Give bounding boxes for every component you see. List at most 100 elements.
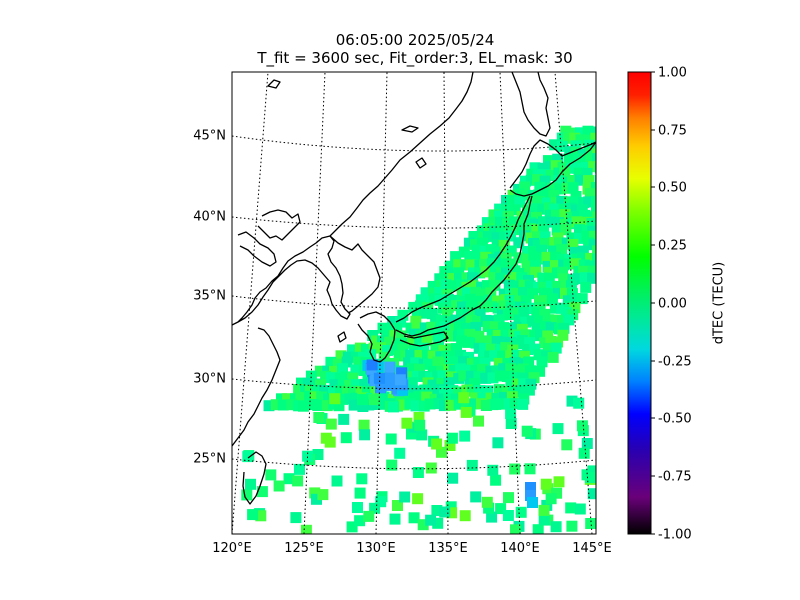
tec-cell <box>574 503 586 515</box>
tec-cell <box>494 370 506 382</box>
tec-cell <box>255 510 267 522</box>
tec-cell <box>566 162 578 174</box>
tec-cell <box>569 132 581 144</box>
tec-cell <box>466 459 478 471</box>
tec-cell <box>539 175 551 187</box>
colorbar-tick-m075: -0.75 <box>658 470 692 485</box>
tec-cell <box>453 386 465 398</box>
tec-cell <box>459 430 471 442</box>
colorbar-ticks <box>651 71 655 535</box>
tec-cell <box>556 244 568 256</box>
tec-cell <box>457 301 468 313</box>
tec-cell <box>458 392 470 404</box>
tec-cell <box>542 261 554 272</box>
tec-cell <box>574 127 586 139</box>
tec-cell <box>499 392 511 403</box>
tec-cell <box>552 153 564 165</box>
tec-cell <box>411 370 423 382</box>
tec-cell <box>505 301 517 313</box>
tec-cell <box>581 438 593 449</box>
tec-cell <box>406 377 418 389</box>
tec-cell <box>415 300 426 312</box>
tec-cell <box>394 447 406 459</box>
tec-cell <box>494 203 506 215</box>
tec-cell <box>498 288 510 300</box>
tec-cell <box>470 365 482 376</box>
tec-cell <box>553 476 565 488</box>
tec-cell <box>549 302 561 314</box>
tec-cell <box>453 398 465 410</box>
tec-cell <box>348 385 360 397</box>
tec-cell <box>572 273 584 284</box>
tec-cell <box>545 322 557 334</box>
longitude-labels: 120°E 125°E 130°E 135°E 140°E 145°E <box>212 541 612 556</box>
tec-cell <box>525 378 537 390</box>
tec-cell <box>329 393 341 405</box>
tec-cell <box>410 315 422 327</box>
tec-cell <box>431 329 443 341</box>
tec-cell <box>263 400 275 412</box>
tec-cell <box>523 384 535 396</box>
tec-cell <box>600 153 611 164</box>
tec-cell <box>532 524 544 534</box>
tec-cell <box>587 488 596 500</box>
tec-cell <box>346 521 358 533</box>
tec-cell <box>491 232 503 244</box>
tec-cell <box>545 170 557 181</box>
colorbar-tick-m1: -1.00 <box>658 528 692 543</box>
tec-cell <box>538 504 550 516</box>
tec-cell <box>517 363 529 375</box>
tec-cell <box>304 385 316 396</box>
tec-cell <box>408 512 420 524</box>
tec-cell <box>485 365 497 377</box>
tec-cell <box>527 497 538 508</box>
tec-cell <box>481 217 493 229</box>
tec-cell <box>311 493 322 505</box>
tec-cell <box>502 510 514 521</box>
tec-cell <box>565 280 577 292</box>
tec-cell <box>405 371 417 383</box>
tec-cell <box>384 361 396 373</box>
tec-cell <box>534 365 546 377</box>
tec-cell <box>537 272 549 284</box>
tec-cell <box>586 218 596 229</box>
tec-cell <box>585 153 596 165</box>
tec-cell <box>509 398 521 410</box>
tec-cell <box>525 223 537 234</box>
tec-cell <box>542 342 554 354</box>
tec-cell <box>353 356 365 368</box>
tec-cell <box>522 253 534 265</box>
tec-cell <box>575 134 587 146</box>
tec-cell <box>431 438 443 450</box>
tec-cell <box>366 359 378 371</box>
tec-cell <box>538 287 550 299</box>
tec-cell <box>521 260 533 272</box>
tec-cell <box>430 343 442 355</box>
tec-cell <box>485 244 497 256</box>
tec-cell <box>561 182 573 194</box>
tec-cell <box>372 361 384 373</box>
tec-cell <box>350 364 362 376</box>
tec-cell <box>329 379 341 391</box>
tec-cell <box>387 316 399 327</box>
tec-cell <box>277 399 289 411</box>
tec-cell <box>337 393 349 405</box>
tec-cell <box>451 343 462 355</box>
tec-cell <box>474 385 486 397</box>
tec-cell <box>516 272 528 284</box>
tec-cell <box>439 506 451 518</box>
tec-cell <box>455 308 467 320</box>
tec-cell <box>463 364 475 376</box>
tec-cell <box>541 188 553 200</box>
tec-cell <box>509 280 521 292</box>
tec-cell <box>423 358 435 370</box>
tec-cell <box>563 153 575 165</box>
tec-cell <box>414 419 426 431</box>
tec-cell <box>479 357 491 369</box>
tec-cell <box>594 162 596 174</box>
tec-cell <box>397 343 409 355</box>
tec-cell <box>571 216 583 228</box>
tec-cell <box>578 154 590 166</box>
tec-cell <box>338 413 350 425</box>
tec-cell <box>290 512 302 524</box>
